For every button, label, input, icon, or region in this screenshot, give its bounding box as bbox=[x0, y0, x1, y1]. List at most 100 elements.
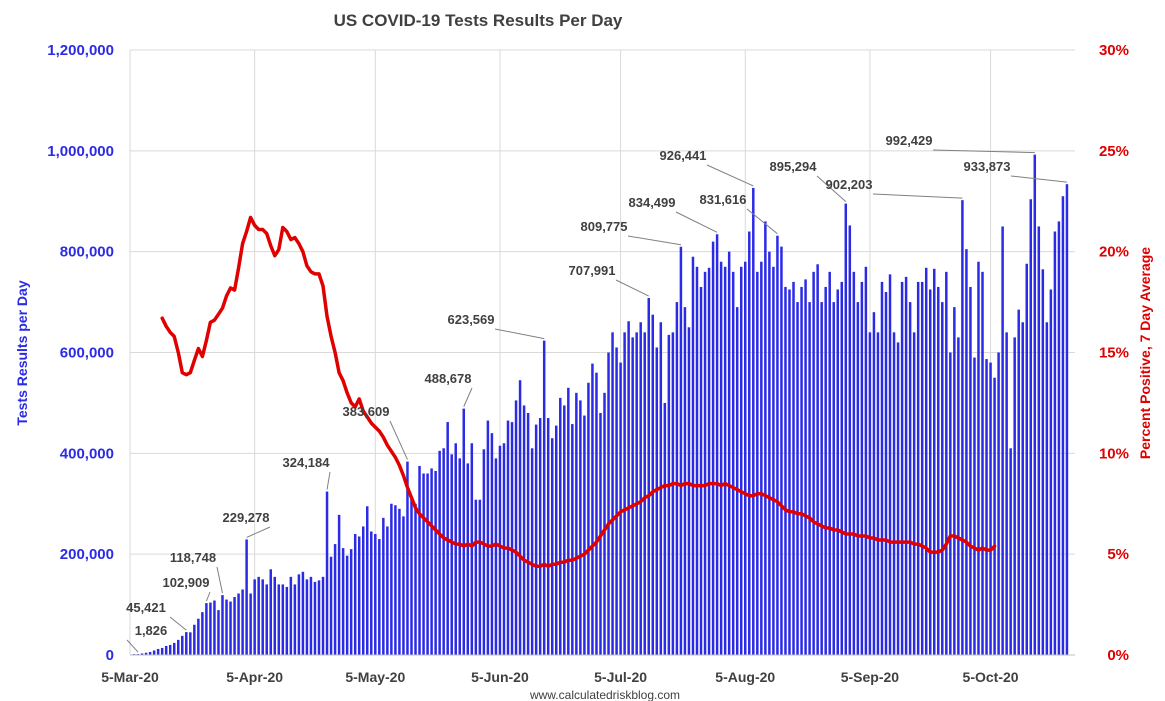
x-tick-label: 5-Apr-20 bbox=[226, 669, 283, 685]
leader-line bbox=[389, 420, 408, 460]
bar bbox=[414, 503, 417, 655]
bar bbox=[969, 286, 972, 655]
y-tick-label: 200,000 bbox=[60, 546, 114, 563]
bar bbox=[494, 458, 498, 655]
bar bbox=[209, 602, 212, 655]
data-label: 933,873 bbox=[964, 159, 1011, 174]
y2-tick-label: 20% bbox=[1099, 244, 1129, 261]
bar bbox=[563, 405, 566, 655]
bar bbox=[888, 274, 892, 655]
data-label: 324,184 bbox=[283, 455, 331, 470]
data-label: 383,609 bbox=[343, 404, 390, 419]
bar bbox=[856, 302, 860, 655]
bar bbox=[156, 648, 160, 655]
bar bbox=[293, 584, 297, 655]
bar bbox=[671, 332, 675, 655]
bar bbox=[953, 307, 956, 655]
bar bbox=[756, 271, 759, 655]
bar bbox=[140, 653, 144, 655]
bar bbox=[928, 289, 932, 655]
y2-tick-label: 30% bbox=[1099, 42, 1129, 59]
bar bbox=[454, 443, 457, 655]
bar bbox=[321, 576, 325, 655]
bar bbox=[812, 271, 815, 655]
bar bbox=[265, 584, 268, 655]
y-tick-label: 1,200,000 bbox=[47, 42, 114, 59]
bar bbox=[643, 332, 646, 655]
bar bbox=[655, 347, 659, 655]
bar bbox=[430, 468, 433, 655]
y-axis-label: Tests Results per Day bbox=[14, 280, 30, 425]
bar bbox=[607, 352, 610, 655]
bar bbox=[1053, 231, 1057, 655]
bar bbox=[434, 470, 437, 655]
bar bbox=[177, 639, 180, 655]
percent-positive-series bbox=[160, 215, 997, 569]
bar bbox=[474, 499, 478, 655]
bar bbox=[631, 337, 634, 655]
bar bbox=[233, 597, 236, 655]
bar bbox=[924, 267, 928, 655]
bar bbox=[498, 445, 502, 655]
leader-line bbox=[932, 149, 1035, 154]
bar bbox=[872, 312, 876, 655]
y2-axis-label: Percent Positive, 7 Day Average bbox=[1137, 247, 1153, 459]
bar bbox=[1017, 309, 1020, 655]
bar bbox=[281, 584, 285, 655]
bar bbox=[868, 332, 872, 655]
leader-line bbox=[246, 526, 271, 538]
y-tick-label: 800,000 bbox=[60, 244, 114, 261]
data-label: 809,775 bbox=[581, 219, 628, 234]
bar bbox=[164, 645, 168, 655]
bar bbox=[189, 632, 192, 655]
bar bbox=[422, 473, 425, 655]
bar bbox=[518, 380, 522, 655]
bar bbox=[957, 337, 960, 655]
bar bbox=[933, 268, 936, 655]
leader-line bbox=[494, 328, 545, 340]
bar bbox=[744, 261, 747, 655]
bar bbox=[1065, 184, 1069, 655]
bar bbox=[836, 289, 839, 655]
bar bbox=[788, 289, 791, 655]
chart-title: US COVID-19 Tests Results Per Day bbox=[334, 11, 623, 30]
data-label: 118,748 bbox=[170, 550, 216, 565]
bar bbox=[257, 576, 260, 655]
bar bbox=[900, 281, 904, 655]
bar bbox=[193, 624, 196, 655]
x-tick-label: 5-Mar-20 bbox=[101, 669, 159, 685]
bar bbox=[739, 266, 743, 655]
y2-tick-label: 0% bbox=[1107, 647, 1129, 664]
bar bbox=[848, 225, 852, 655]
bar bbox=[792, 281, 795, 655]
leader-line bbox=[816, 175, 847, 202]
bar bbox=[748, 231, 751, 655]
bar bbox=[784, 286, 787, 655]
bar bbox=[667, 334, 671, 655]
bar bbox=[538, 418, 542, 655]
bar bbox=[390, 503, 393, 655]
bar bbox=[225, 599, 228, 655]
x-tick-label: 5-Jun-20 bbox=[471, 669, 529, 685]
x-tick-label: 5-Aug-20 bbox=[715, 669, 775, 685]
bar bbox=[526, 413, 530, 655]
bar bbox=[478, 499, 482, 655]
bar bbox=[386, 526, 389, 655]
bar bbox=[482, 449, 486, 655]
bar bbox=[197, 618, 200, 655]
bar bbox=[816, 264, 819, 655]
bar bbox=[277, 584, 281, 655]
bar bbox=[719, 261, 723, 655]
bar bbox=[949, 352, 952, 655]
bar bbox=[297, 574, 301, 655]
bar bbox=[635, 332, 638, 655]
series-line bbox=[160, 215, 997, 569]
bar bbox=[514, 400, 518, 655]
bar bbox=[530, 448, 534, 655]
bar bbox=[1061, 196, 1065, 656]
x-tick-label: 5-May-20 bbox=[345, 669, 405, 685]
bar bbox=[595, 372, 598, 655]
bar bbox=[1049, 289, 1053, 655]
leader-line bbox=[1010, 175, 1068, 183]
